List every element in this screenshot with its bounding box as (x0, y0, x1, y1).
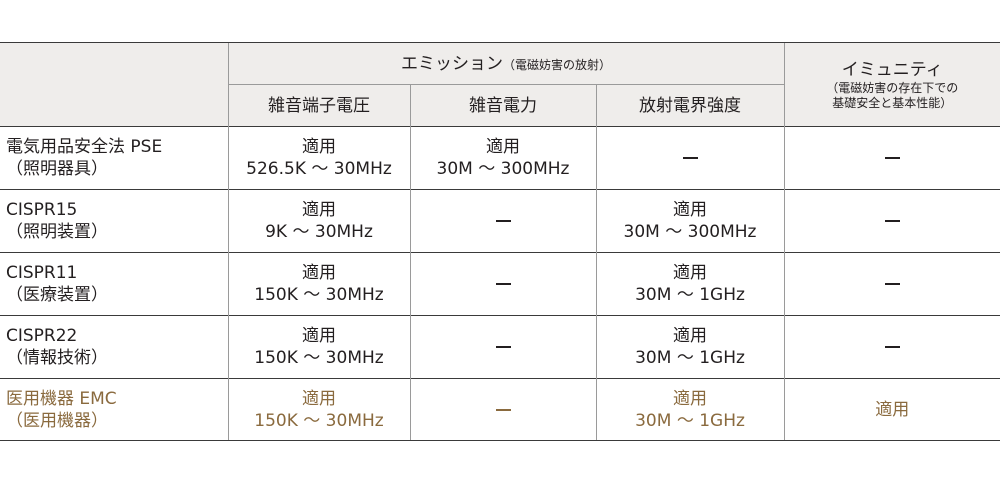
standard-scope: （照明装置） (6, 222, 108, 242)
radiated-field-cell: 適用 30M ～ 300MHz (595, 189, 785, 253)
disturbance-power-cell (409, 315, 596, 379)
row-label: 電気用品安全法 PSE （照明器具） (0, 126, 228, 190)
radiated-field-cell (595, 126, 785, 190)
disturbance-power-cell (409, 189, 596, 253)
frequency-range: 30M ～ 1GHz (635, 348, 745, 368)
emission-title: エミッション (401, 53, 503, 74)
col-conducted-voltage: 雑音端子電圧 (227, 84, 410, 127)
not-applicable-dash (495, 346, 511, 348)
immunity-cell (783, 252, 1000, 316)
applicable-label: 適用 (302, 200, 336, 220)
not-applicable-dash (884, 283, 900, 285)
immunity-cell (783, 189, 1000, 253)
radiated-field-cell: 適用 30M ～ 1GHz (595, 252, 785, 316)
frequency-range: 9K ～ 30MHz (265, 222, 373, 242)
standard-scope: （医療装置） (6, 285, 108, 305)
not-applicable-dash (495, 220, 511, 222)
row-label: CISPR15 （照明装置） (0, 189, 228, 253)
standard-name: CISPR11 (6, 263, 78, 283)
conducted-voltage-cell: 適用 9K ～ 30MHz (227, 189, 410, 253)
standard-name: CISPR22 (6, 326, 78, 346)
radiated-field-cell: 適用 30M ～ 1GHz (595, 378, 785, 441)
disturbance-power-cell (409, 378, 596, 441)
standard-scope: （照明器具） (6, 159, 108, 179)
immunity-title: イミュニティ (841, 59, 943, 80)
conducted-voltage-cell: 適用 526.5K ～ 30MHz (227, 126, 410, 190)
table-row: 電気用品安全法 PSE （照明器具） 適用 526.5K ～ 30MHz 適用 … (0, 126, 1000, 190)
applicable-label: 適用 (673, 200, 708, 220)
row-label: CISPR22 （情報技術） (0, 315, 228, 379)
applicable-label: 適用 (673, 326, 708, 346)
applicable-label: 適用 (302, 263, 336, 283)
corner-cell (0, 42, 228, 127)
frequency-range: 30M ～ 300MHz (623, 222, 757, 242)
standard-name: CISPR15 (6, 200, 78, 220)
standard-name: 医用機器 EMC (6, 388, 117, 409)
frequency-range: 150K ～ 30MHz (254, 410, 384, 431)
not-applicable-dash (884, 220, 900, 222)
immunity-cell (783, 126, 1000, 190)
emc-standards-table: エミッション（電磁妨害の放射） イミュニティ （電磁妨害の存在下での 基礎安全と… (0, 42, 1000, 441)
emission-header: エミッション（電磁妨害の放射） (227, 42, 785, 85)
applicable-label: 適用 (302, 388, 336, 409)
table-row: CISPR11 （医療装置） 適用 150K ～ 30MHz 適用 30M ～ … (0, 252, 1000, 316)
table-row: CISPR15 （照明装置） 適用 9K ～ 30MHz 適用 30M ～ 30… (0, 189, 1000, 253)
immunity-note-2: 基礎安全と基本性能） (832, 95, 953, 110)
frequency-range: 150K ～ 30MHz (254, 348, 384, 368)
radiated-field-cell: 適用 30M ～ 1GHz (595, 315, 785, 379)
applicable-label: 適用 (673, 263, 708, 283)
emission-note: （電磁妨害の放射） (503, 57, 612, 72)
not-applicable-dash (495, 283, 511, 285)
immunity-cell (783, 315, 1000, 379)
immunity-header: イミュニティ （電磁妨害の存在下での 基礎安全と基本性能） (783, 42, 1000, 127)
row-label: CISPR11 （医療装置） (0, 252, 228, 316)
frequency-range: 30M ～ 1GHz (635, 410, 745, 431)
table-row-highlighted: 医用機器 EMC （医用機器） 適用 150K ～ 30MHz 適用 30M ～… (0, 378, 1000, 441)
frequency-range: 526.5K ～ 30MHz (246, 159, 392, 179)
disturbance-power-cell (409, 252, 596, 316)
col-disturbance-power: 雑音電力 (409, 84, 596, 127)
frequency-range: 150K ～ 30MHz (254, 285, 384, 305)
frequency-range: 30M ～ 1GHz (635, 285, 745, 305)
immunity-note-1: （電磁妨害の存在下での (826, 80, 959, 95)
applicable-label: 適用 (302, 137, 336, 157)
standard-name: 電気用品安全法 PSE (6, 137, 163, 157)
col-radiated-field: 放射電界強度 (595, 84, 785, 127)
row-label: 医用機器 EMC （医用機器） (0, 378, 228, 441)
standard-scope: （医用機器） (6, 410, 108, 431)
immunity-cell: 適用 (783, 378, 1000, 441)
not-applicable-dash (884, 157, 900, 159)
applicable-label: 適用 (673, 388, 708, 409)
not-applicable-dash (682, 157, 698, 159)
conducted-voltage-cell: 適用 150K ～ 30MHz (227, 252, 410, 316)
not-applicable-dash (884, 346, 900, 348)
conducted-voltage-cell: 適用 150K ～ 30MHz (227, 315, 410, 379)
applicable-label: 適用 (486, 137, 520, 157)
table-row: CISPR22 （情報技術） 適用 150K ～ 30MHz 適用 30M ～ … (0, 315, 1000, 379)
disturbance-power-cell: 適用 30M ～ 300MHz (409, 126, 596, 190)
standard-scope: （情報技術） (6, 348, 108, 368)
conducted-voltage-cell: 適用 150K ～ 30MHz (227, 378, 410, 441)
frequency-range: 30M ～ 300MHz (436, 159, 570, 179)
applicable-label: 適用 (302, 326, 336, 346)
not-applicable-dash (495, 408, 511, 411)
applicable-label: 適用 (875, 399, 910, 420)
